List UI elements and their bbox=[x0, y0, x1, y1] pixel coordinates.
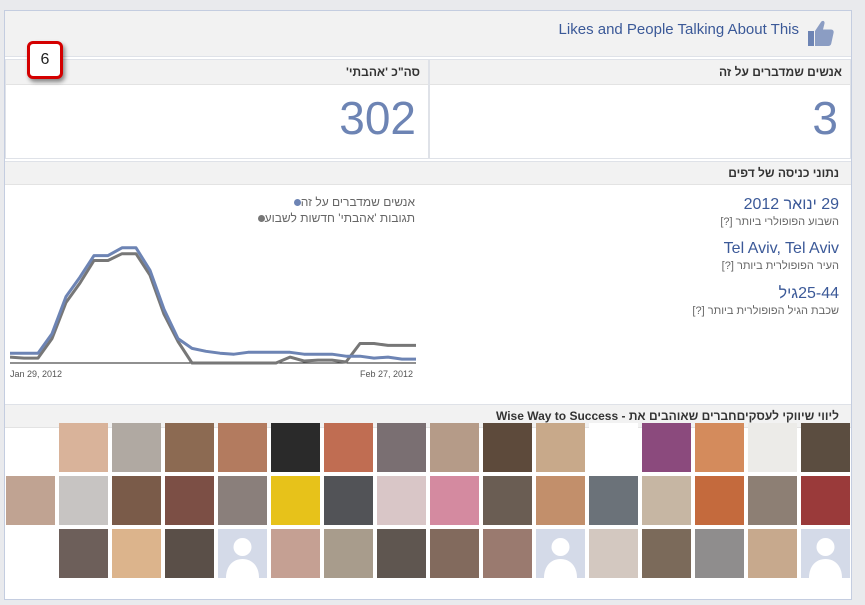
fan-avatar[interactable] bbox=[165, 423, 214, 472]
default-avatar-icon bbox=[226, 538, 259, 578]
fan-avatar[interactable] bbox=[271, 476, 320, 525]
fan-avatar[interactable] bbox=[801, 529, 850, 578]
fan-avatar[interactable] bbox=[589, 529, 638, 578]
talking-about-label: אנשים שמדברים על זה bbox=[430, 60, 850, 85]
fan-avatar[interactable] bbox=[165, 476, 214, 525]
fan-avatar[interactable] bbox=[6, 476, 55, 525]
insights-line-chart bbox=[10, 246, 416, 365]
fan-avatar[interactable] bbox=[589, 423, 638, 472]
fan-avatar[interactable] bbox=[430, 423, 479, 472]
fan-avatar[interactable] bbox=[430, 476, 479, 525]
fans-title: Wise Way to Success - ליווי שיווקי לעסקי… bbox=[5, 405, 851, 428]
popular-week-value[interactable]: 29 ינואר 2012 bbox=[743, 196, 839, 213]
fan-avatar[interactable] bbox=[218, 423, 267, 472]
popular-city: Tel Aviv, Tel Aviv העיר הפופולרית ביותר … bbox=[722, 239, 839, 273]
fan-avatar[interactable] bbox=[324, 423, 373, 472]
fan-avatar[interactable] bbox=[112, 476, 161, 525]
page-insights-section: נתוני כניסה של דפים bbox=[5, 161, 851, 403]
fan-avatar[interactable] bbox=[695, 423, 744, 472]
series-line-1 bbox=[10, 252, 416, 365]
fan-avatar[interactable] bbox=[801, 423, 850, 472]
likes-total-box: סה"כ 'אהבתי' 302 bbox=[5, 59, 429, 159]
fan-avatar[interactable] bbox=[483, 476, 532, 525]
thumbs-up-icon bbox=[808, 20, 834, 46]
fan-avatar[interactable] bbox=[642, 423, 691, 472]
fan-avatar[interactable] bbox=[324, 529, 373, 578]
fan-avatar[interactable] bbox=[59, 476, 108, 525]
popular-age: 25-44גיל שכבת הגיל הפופולרית ביותר [?] bbox=[692, 284, 839, 318]
legend-item-new-likes: תגובות 'אהבתי' חדשות לשבוע bbox=[255, 211, 415, 225]
fan-avatar[interactable] bbox=[536, 423, 585, 472]
popular-week-help[interactable]: [?] bbox=[720, 216, 733, 228]
fans-section: Wise Way to Success - ליווי שיווקי לעסקי… bbox=[5, 404, 851, 600]
legend-label-talking: אנשים שמדברים על זה bbox=[300, 195, 415, 209]
fan-avatar[interactable] bbox=[695, 476, 744, 525]
likes-total-value: 302 bbox=[339, 92, 416, 144]
fan-avatar[interactable] bbox=[536, 529, 585, 578]
popular-age-value[interactable]: 25-44גיל bbox=[778, 285, 839, 302]
default-avatar-icon bbox=[809, 538, 842, 578]
fan-avatar[interactable] bbox=[377, 423, 426, 472]
fan-avatar[interactable] bbox=[218, 529, 267, 578]
fan-avatar[interactable] bbox=[430, 529, 479, 578]
fan-avatar[interactable] bbox=[748, 529, 797, 578]
fan-avatar[interactable] bbox=[695, 529, 744, 578]
fan-avatar[interactable] bbox=[536, 476, 585, 525]
panel-title: Likes and People Talking About This bbox=[558, 21, 799, 38]
fan-avatar[interactable] bbox=[324, 476, 373, 525]
panel-header: Likes and People Talking About This bbox=[5, 11, 851, 57]
x-axis-end-label: Feb 27, 2012 bbox=[360, 369, 414, 379]
legend-item-talking: אנשים שמדברים על זה bbox=[291, 195, 415, 209]
likes-total-label: סה"כ 'אהבתי' bbox=[6, 60, 428, 85]
legend-dot-new-likes bbox=[257, 215, 265, 223]
fan-avatar[interactable] bbox=[112, 423, 161, 472]
fans-photo-grid bbox=[6, 423, 850, 594]
fan-avatar[interactable] bbox=[483, 423, 532, 472]
fan-avatar[interactable] bbox=[377, 476, 426, 525]
x-axis-start-label: Jan 29, 2012 bbox=[10, 369, 63, 379]
popular-week-label: השבוע הפופולרי ביותר bbox=[735, 216, 839, 228]
fan-avatar[interactable] bbox=[271, 423, 320, 472]
fan-avatar[interactable] bbox=[589, 476, 638, 525]
series-line-0 bbox=[10, 246, 416, 361]
talking-about-box: אנשים שמדברים על זה 3 bbox=[429, 59, 851, 159]
popular-city-value[interactable]: Tel Aviv, Tel Aviv bbox=[723, 240, 839, 257]
legend-dot-talking bbox=[293, 199, 301, 207]
talking-about-value: 3 bbox=[812, 92, 838, 144]
fan-avatar[interactable] bbox=[642, 476, 691, 525]
fan-avatar[interactable] bbox=[218, 476, 267, 525]
fan-avatar[interactable] bbox=[59, 423, 108, 472]
fan-avatar[interactable] bbox=[165, 529, 214, 578]
fan-avatar[interactable] bbox=[271, 529, 320, 578]
fan-avatar[interactable] bbox=[377, 529, 426, 578]
fan-avatar[interactable] bbox=[59, 529, 108, 578]
legend-label-new-likes: תגובות 'אהבתי' חדשות לשבוע bbox=[264, 211, 415, 225]
fan-avatar[interactable] bbox=[642, 529, 691, 578]
step-badge: 6 bbox=[27, 41, 63, 79]
popular-city-help[interactable]: [?] bbox=[721, 260, 734, 272]
fan-avatar[interactable] bbox=[801, 476, 850, 525]
fan-avatar[interactable] bbox=[483, 529, 532, 578]
fan-avatar[interactable] bbox=[748, 476, 797, 525]
popular-age-help[interactable]: [?] bbox=[692, 305, 705, 317]
page-insights-title: נתוני כניסה של דפים bbox=[5, 162, 851, 185]
popular-age-label: שכבת הגיל הפופולרית ביותר bbox=[707, 305, 839, 317]
fan-avatar[interactable] bbox=[112, 529, 161, 578]
default-avatar-icon bbox=[544, 538, 577, 578]
popular-week: 29 ינואר 2012 השבוע הפופולרי ביותר [?] bbox=[720, 195, 839, 229]
popular-city-label: העיר הפופולרית ביותר bbox=[736, 260, 839, 272]
fan-avatar[interactable] bbox=[748, 423, 797, 472]
